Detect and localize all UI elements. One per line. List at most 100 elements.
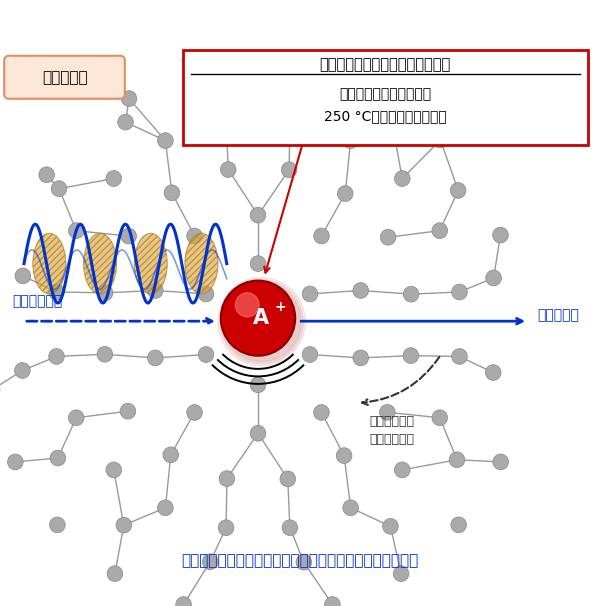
Circle shape — [250, 425, 266, 441]
Circle shape — [221, 281, 295, 356]
Circle shape — [432, 410, 448, 425]
Circle shape — [148, 350, 163, 366]
Text: 周囲のゼオライトよりも: 周囲のゼオライトよりも — [339, 87, 431, 101]
Circle shape — [282, 113, 298, 128]
Circle shape — [187, 405, 202, 421]
Circle shape — [107, 566, 123, 582]
Circle shape — [250, 207, 266, 223]
Circle shape — [218, 520, 234, 536]
FancyBboxPatch shape — [183, 50, 588, 145]
Circle shape — [228, 57, 244, 73]
Circle shape — [343, 500, 358, 516]
Circle shape — [281, 162, 297, 178]
Circle shape — [198, 286, 214, 302]
Circle shape — [282, 520, 298, 536]
Circle shape — [187, 228, 202, 244]
Text: イオンを活性点とするメタン酸化反応の促進・選択性向上: イオンを活性点とするメタン酸化反応の促進・選択性向上 — [181, 553, 419, 568]
Circle shape — [158, 133, 173, 148]
Circle shape — [343, 133, 358, 148]
Circle shape — [314, 228, 329, 244]
Circle shape — [302, 286, 318, 302]
Circle shape — [120, 404, 136, 419]
Circle shape — [116, 518, 131, 533]
Circle shape — [164, 185, 179, 201]
Circle shape — [50, 450, 65, 466]
Circle shape — [433, 132, 448, 148]
Text: 単一イオンのマイクロ波選択加熱: 単一イオンのマイクロ波選択加熱 — [320, 58, 451, 72]
Circle shape — [250, 256, 266, 271]
Circle shape — [220, 280, 303, 364]
FancyBboxPatch shape — [4, 56, 125, 99]
Text: マイクロ波: マイクロ波 — [42, 70, 88, 85]
Circle shape — [302, 347, 318, 362]
Text: メタン＋酸素: メタン＋酸素 — [12, 294, 62, 308]
Circle shape — [49, 284, 64, 300]
Circle shape — [118, 114, 133, 130]
Circle shape — [486, 270, 502, 286]
Circle shape — [121, 91, 137, 107]
Circle shape — [485, 365, 501, 381]
Circle shape — [202, 554, 218, 570]
Circle shape — [51, 181, 67, 196]
Circle shape — [451, 517, 466, 533]
Circle shape — [176, 597, 191, 606]
Circle shape — [314, 405, 329, 421]
Circle shape — [353, 282, 368, 298]
Text: +: + — [275, 300, 287, 315]
Circle shape — [235, 293, 259, 317]
Circle shape — [449, 452, 465, 468]
Circle shape — [163, 447, 179, 463]
Circle shape — [68, 410, 84, 425]
Circle shape — [106, 171, 122, 187]
Text: エタンなどの: エタンなどの — [369, 415, 414, 428]
Circle shape — [325, 597, 340, 606]
Circle shape — [394, 171, 410, 187]
Circle shape — [8, 454, 23, 470]
Ellipse shape — [83, 233, 116, 294]
Circle shape — [205, 78, 220, 94]
Ellipse shape — [134, 233, 167, 294]
Ellipse shape — [33, 233, 66, 294]
Circle shape — [219, 471, 235, 487]
Circle shape — [49, 348, 64, 364]
Circle shape — [394, 462, 410, 478]
Circle shape — [218, 113, 234, 128]
Circle shape — [380, 404, 395, 420]
Circle shape — [403, 348, 419, 364]
Circle shape — [218, 278, 305, 366]
Circle shape — [97, 285, 113, 301]
Circle shape — [39, 167, 55, 182]
Circle shape — [353, 350, 368, 366]
Circle shape — [493, 454, 508, 470]
Circle shape — [338, 72, 354, 87]
Text: A: A — [253, 308, 269, 328]
Circle shape — [121, 228, 136, 244]
Circle shape — [148, 282, 163, 298]
Text: 燃焼生成物: 燃焼生成物 — [537, 308, 579, 322]
Circle shape — [452, 284, 467, 300]
Circle shape — [296, 554, 311, 570]
Circle shape — [385, 115, 400, 131]
Text: 250 °Cの原子レベル高温場: 250 °Cの原子レベル高温場 — [324, 109, 446, 124]
Circle shape — [393, 566, 409, 582]
Circle shape — [383, 519, 398, 534]
Ellipse shape — [185, 233, 218, 294]
Circle shape — [403, 286, 419, 302]
Circle shape — [68, 223, 84, 239]
Circle shape — [15, 268, 31, 284]
Circle shape — [14, 362, 30, 378]
Circle shape — [298, 79, 314, 95]
Circle shape — [451, 182, 466, 198]
Circle shape — [493, 227, 508, 243]
Circle shape — [432, 223, 448, 239]
Circle shape — [452, 348, 467, 364]
Circle shape — [337, 448, 352, 464]
Circle shape — [337, 185, 353, 201]
Circle shape — [106, 462, 122, 478]
Circle shape — [158, 500, 173, 516]
Circle shape — [220, 162, 236, 178]
Circle shape — [250, 377, 266, 393]
Circle shape — [198, 347, 214, 362]
Circle shape — [380, 229, 396, 245]
Circle shape — [222, 282, 301, 362]
